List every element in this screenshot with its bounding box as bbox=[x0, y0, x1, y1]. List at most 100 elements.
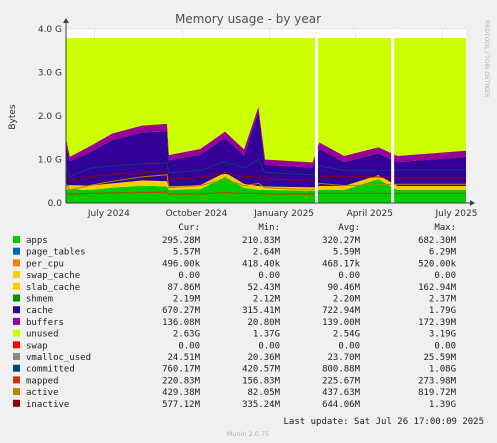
legend-series-name: active bbox=[26, 388, 59, 398]
data-gap bbox=[391, 29, 395, 203]
legend-swatch bbox=[13, 306, 20, 314]
legend-swatch bbox=[13, 399, 20, 407]
legend-value: 2.63G bbox=[173, 330, 200, 340]
legend-value: 315.41M bbox=[242, 306, 281, 316]
legend-value: 0.00 bbox=[178, 271, 200, 281]
legend-value: 156.83M bbox=[242, 376, 281, 386]
y-tick-label: 1.0 G bbox=[38, 156, 62, 166]
y-axis-arrow bbox=[63, 18, 69, 23]
legend-swatch bbox=[13, 341, 20, 349]
legend-value: 1.08G bbox=[429, 365, 456, 375]
slab-cache-area bbox=[66, 172, 466, 191]
legend-swatch bbox=[13, 294, 20, 302]
legend-series-name: mapped bbox=[26, 376, 59, 386]
legend-value: 682.30M bbox=[418, 236, 457, 246]
legend-value: 2.54G bbox=[333, 330, 360, 340]
legend-swatch bbox=[13, 353, 20, 360]
legend-value: 295.28M bbox=[162, 236, 201, 246]
legend-value: 3.19G bbox=[429, 330, 456, 340]
plot-area: 0.0 1.0 G 2.0 G 3.0 G 4.0 G July 2024 October … bbox=[38, 18, 477, 219]
legend-series-name: buffers bbox=[26, 318, 64, 328]
legend-value: 162.94M bbox=[418, 283, 457, 293]
legend-value: 6.29M bbox=[429, 248, 457, 258]
legend-swatch bbox=[13, 317, 20, 325]
legend-value: 800.88M bbox=[322, 365, 361, 375]
legend-value: 1.39G bbox=[429, 400, 456, 410]
legend-value: 760.17M bbox=[162, 365, 201, 375]
x-tick-label: October 2024 bbox=[166, 209, 228, 219]
legend-value: 320.27M bbox=[322, 236, 361, 246]
x-tick-label: July 2024 bbox=[87, 209, 130, 219]
legend-value: 819.72M bbox=[418, 388, 457, 398]
legend-series-name: vmalloc_used bbox=[26, 353, 91, 363]
x-axis-arrow bbox=[470, 200, 475, 206]
legend-value: 20.80M bbox=[247, 318, 280, 328]
x-tick-label: January 2025 bbox=[253, 209, 314, 219]
legend-value: 136.08M bbox=[162, 318, 201, 328]
legend-value: 225.67M bbox=[322, 376, 361, 386]
legend-value: 0.00 bbox=[434, 341, 456, 351]
legend-series-name: inactive bbox=[26, 400, 69, 410]
buffers-area bbox=[66, 106, 466, 168]
legend-series-name: cache bbox=[26, 306, 53, 316]
legend-value: 496.00k bbox=[162, 259, 201, 269]
active-line bbox=[65, 174, 466, 191]
legend-swatch bbox=[13, 259, 20, 267]
legend-value: 5.57M bbox=[173, 248, 201, 258]
y-tick-label: 2.0 G bbox=[38, 112, 62, 122]
legend-value: 0.00 bbox=[178, 341, 200, 351]
legend-value: 172.39M bbox=[418, 318, 457, 328]
legend-value: 2.19M bbox=[173, 295, 201, 305]
legend-swatch bbox=[13, 271, 20, 279]
legend-value: 0.00 bbox=[258, 271, 280, 281]
legend-series-name: swap bbox=[26, 341, 48, 351]
y-tick-label: 3.0 G bbox=[38, 69, 62, 79]
legend-column-header: Max: bbox=[434, 223, 456, 233]
legend-series-name: apps bbox=[26, 236, 48, 246]
legend-value: 0.00 bbox=[338, 341, 360, 351]
legend-series-name: page_tables bbox=[26, 248, 86, 258]
legend-value: 0.00 bbox=[338, 271, 360, 281]
legend-value: 139.00M bbox=[322, 318, 361, 328]
legend-series-name: swap_cache bbox=[26, 271, 80, 281]
legend-series-name: shmem bbox=[26, 295, 53, 305]
inactive-line bbox=[65, 171, 466, 182]
legend-series-name: slab_cache bbox=[26, 283, 80, 293]
rrdtool-watermark: RRDTOOL / TOBI OETIKER bbox=[483, 20, 490, 97]
legend-value: 644.06M bbox=[322, 400, 361, 410]
chart-title: Memory usage - by year bbox=[175, 12, 321, 26]
x-tick-label: April 2025 bbox=[347, 209, 393, 219]
legend-value: 273.98M bbox=[418, 376, 457, 386]
legend-value: 5.59M bbox=[333, 248, 361, 258]
legend-swatch bbox=[13, 236, 20, 243]
y-axis-label: Bytes bbox=[8, 104, 18, 130]
legend-value: 210.83M bbox=[242, 236, 281, 246]
legend-value: 418.40k bbox=[242, 259, 281, 269]
legend-value: 2.64M bbox=[253, 248, 281, 258]
legend-series-name: committed bbox=[26, 365, 75, 375]
munin-footer: Munin 2.0.75 bbox=[227, 430, 270, 438]
legend-value: 0.00 bbox=[434, 271, 456, 281]
legend-value: 437.63M bbox=[322, 388, 361, 398]
legend-value: 87.86M bbox=[167, 283, 200, 293]
legend-value: 52.43M bbox=[247, 283, 280, 293]
cache-area bbox=[66, 112, 466, 188]
legend-value: 82.05M bbox=[247, 388, 280, 398]
legend-value: 0.00 bbox=[258, 341, 280, 351]
legend-value: 722.94M bbox=[322, 306, 361, 316]
legend-value: 670.27M bbox=[162, 306, 201, 316]
legend-series-name: per_cpu bbox=[26, 259, 64, 269]
legend-value: 23.70M bbox=[327, 353, 360, 363]
y-tick-label: 4.0 G bbox=[38, 25, 62, 35]
legend-value: 468.17k bbox=[322, 259, 361, 269]
committed-line bbox=[65, 158, 466, 178]
legend-swatch bbox=[13, 247, 20, 255]
data-gap bbox=[314, 29, 318, 203]
x-tick-label: July 2025 bbox=[434, 209, 477, 219]
legend-value: 1.79G bbox=[429, 306, 456, 316]
legend-column-header: Cur: bbox=[178, 223, 200, 233]
apps-area bbox=[66, 176, 466, 203]
legend-value: 429.38M bbox=[162, 388, 201, 398]
legend-value: 577.12M bbox=[162, 400, 201, 410]
